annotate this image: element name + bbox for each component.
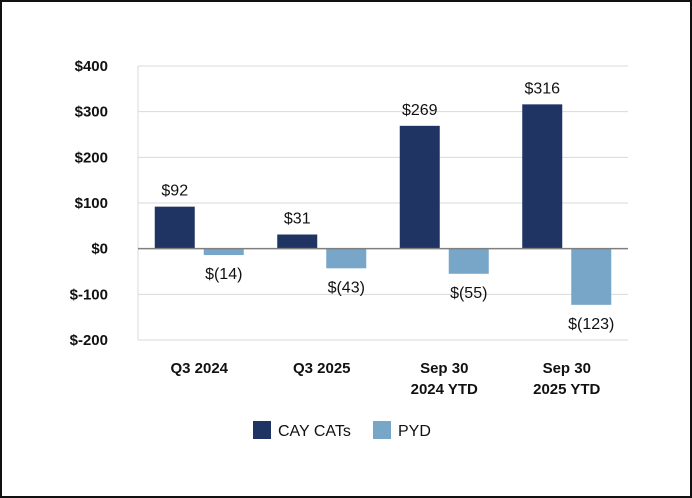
- data-labels: $92 $(14) $31 $(43) $269 $(55) $316 $(123): [161, 80, 614, 332]
- legend-label: CAY CATs: [278, 423, 351, 440]
- x-tick-label: Q3 2025: [293, 360, 351, 377]
- x-axis: Q3 2024 Q3 2025 Sep 30 2024 YTD Sep 30 2025 Y…: [170, 360, 600, 398]
- legend-swatch: [253, 421, 271, 439]
- bar-pyd: [448, 248, 489, 274]
- x-tick-label: 2024 YTD: [411, 381, 478, 398]
- data-label: $(123): [568, 316, 614, 333]
- x-tick-label: Q3 2024: [170, 360, 228, 377]
- y-tick-label: $-200: [70, 332, 108, 349]
- bar-cay-cats: [399, 125, 440, 249]
- y-tick-label: $0: [91, 241, 108, 258]
- data-label: $(43): [328, 279, 365, 296]
- bar-pyd: [571, 248, 612, 305]
- bars: [154, 104, 612, 305]
- y-axis: $400 $300 $200 $100 $0 $-100 $-200: [70, 58, 139, 349]
- y-tick-label: $-100: [70, 286, 108, 303]
- x-tick-label: Sep 30: [543, 360, 591, 377]
- y-tick-label: $300: [75, 104, 108, 121]
- y-tick-label: $100: [75, 195, 108, 212]
- data-label: $316: [524, 80, 560, 97]
- bar-cay-cats: [277, 234, 318, 249]
- bar-pyd: [326, 248, 367, 269]
- y-tick-label: $200: [75, 149, 108, 166]
- data-label: $92: [161, 183, 188, 200]
- legend-swatch: [373, 421, 391, 439]
- legend: CAY CATs PYD: [253, 421, 431, 440]
- bar-cay-cats: [154, 206, 195, 249]
- bar-cay-cats: [522, 104, 563, 249]
- data-label: $269: [402, 102, 438, 119]
- data-label: $(55): [450, 285, 487, 302]
- x-tick-label: Sep 30: [420, 360, 468, 377]
- data-label: $(14): [205, 266, 242, 283]
- x-tick-label: 2025 YTD: [533, 381, 600, 398]
- data-label: $31: [284, 211, 311, 228]
- y-tick-label: $400: [75, 58, 108, 75]
- bar-pyd: [203, 248, 244, 256]
- legend-label: PYD: [398, 423, 431, 440]
